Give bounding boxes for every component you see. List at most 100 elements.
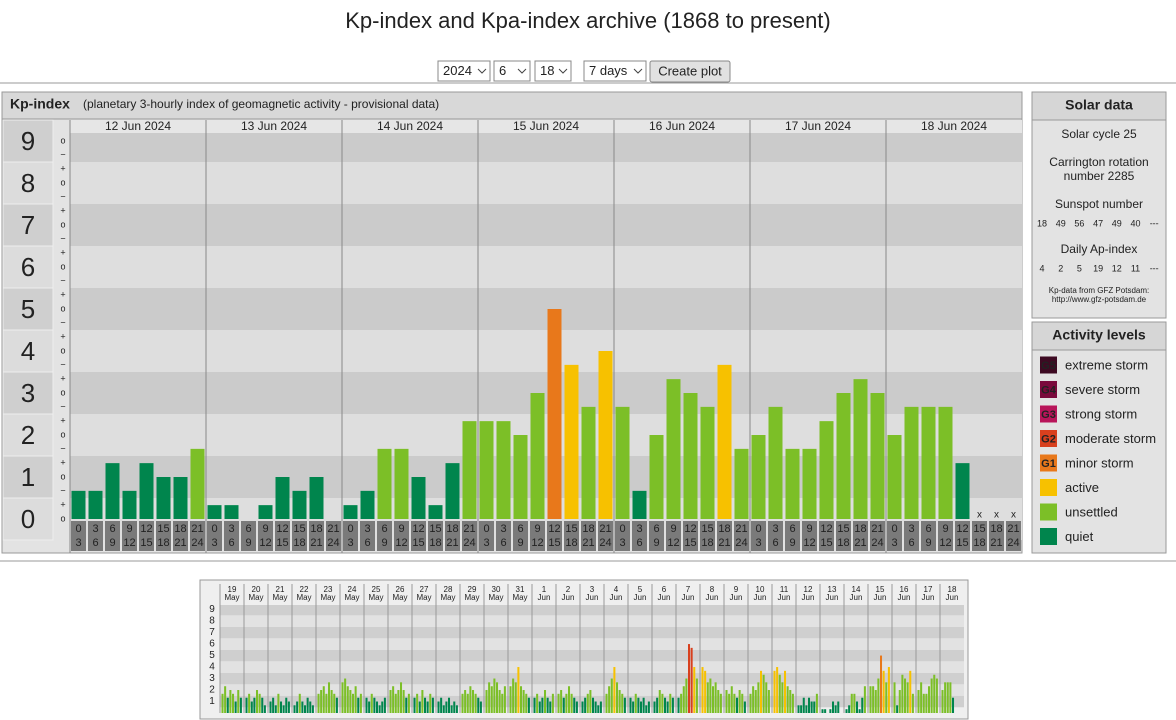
hour-box [411,521,426,551]
bar [621,693,624,713]
bar [349,690,352,713]
bar [400,682,403,713]
month-select[interactable]: 6 [493,60,531,82]
y-label-cell [2,245,54,289]
hour-end: 9 [653,537,659,549]
y-minor-label: − [60,317,65,327]
bar [935,678,938,713]
hour-end: 9 [245,537,251,549]
bar [301,701,304,713]
legend-label: quiet [1065,529,1094,544]
hour-start: 0 [483,523,489,535]
bar [296,701,299,713]
bar [381,701,384,713]
bar [773,670,776,713]
hour-end: 18 [293,537,305,549]
bar [253,697,256,713]
hour-start: 12 [684,523,696,535]
bar [752,686,755,713]
hour-end: 24 [463,537,475,549]
hour-end: 18 [837,537,849,549]
hour-end: 3 [891,537,897,549]
bar [623,697,626,713]
month-label: Jun [538,593,551,602]
y-tick-label: 6 [209,639,215,650]
bar [781,682,784,713]
select-value[interactable]: 2024 [443,63,472,78]
bar [733,693,736,713]
grid-band [220,615,964,627]
bar [863,686,866,713]
bar [736,697,739,713]
hour-box [479,521,494,551]
y-tick-label: 7 [21,210,35,240]
month-label: May [224,593,239,602]
bar [594,701,597,713]
bar [139,463,154,519]
hour-start: 12 [548,523,560,535]
bar [832,701,835,713]
bar [250,701,253,713]
bar [557,693,560,713]
select-value[interactable]: 18 [540,63,554,78]
grid-band [70,162,1022,204]
chevron[interactable] [517,68,527,74]
select-box[interactable] [437,60,491,82]
bar [287,701,290,713]
bar [709,678,712,713]
hour-box [887,521,902,551]
hour-start: 0 [211,523,217,535]
chevron[interactable] [633,68,643,74]
bar [683,393,698,519]
day-select[interactable]: 18 [534,60,572,82]
hour-start: 0 [347,523,353,535]
year-select[interactable]: 2024 [437,60,491,82]
bar [599,701,602,713]
select-box[interactable] [493,60,531,82]
bar [309,701,312,713]
y-tick-label: 3 [209,673,215,684]
chevron[interactable] [477,68,487,74]
hour-start: 0 [755,523,761,535]
button-label[interactable]: Create plot [658,63,722,78]
month-label: May [488,593,503,602]
period-select[interactable]: 7 days [583,60,647,82]
hour-end: 18 [565,537,577,549]
bar [858,709,861,713]
hour-box [972,521,987,551]
date-label: 16 Jun 2024 [649,119,715,133]
hour-box [275,521,290,551]
bar [344,678,347,713]
bar [474,693,477,713]
select-value[interactable]: 7 days [589,63,628,78]
bar [368,701,371,713]
select-box[interactable] [534,60,572,82]
select-box[interactable] [583,60,647,82]
bar [669,693,672,713]
create-plot-button[interactable]: Create plot [649,60,731,83]
bar [411,477,426,519]
y-tick-label: 3 [21,378,35,408]
bar [618,690,621,713]
y-minor-label: + [60,205,65,215]
select-value[interactable]: 6 [499,63,506,78]
bar [354,686,357,713]
button-box[interactable] [649,60,731,83]
bar [568,686,571,713]
hour-box [292,521,307,551]
y-minor-label: − [60,149,65,159]
bar [485,690,488,713]
hour-end: 24 [735,537,747,549]
chevron[interactable] [558,68,568,74]
bar [405,697,408,713]
hour-start: 12 [140,523,152,535]
hour-end: 12 [667,537,679,549]
chart-title: Kp-index [10,96,70,112]
month-label: May [416,593,431,602]
bar [237,690,240,713]
hour-box [224,521,239,551]
y-tick-label: 5 [21,294,35,324]
missing-marker: x [977,510,982,521]
bar [808,697,811,713]
month-label: Jun [778,593,791,602]
